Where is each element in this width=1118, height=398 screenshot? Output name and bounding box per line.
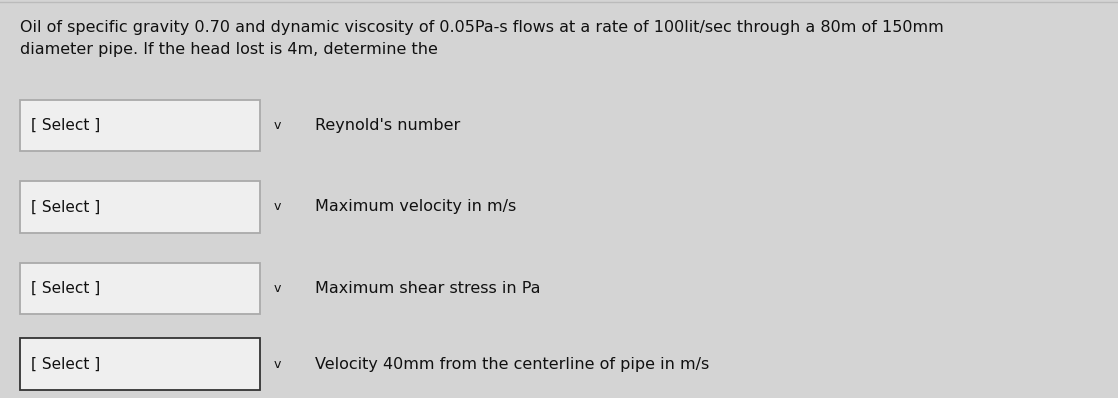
Text: v: v xyxy=(274,119,282,132)
FancyBboxPatch shape xyxy=(20,338,260,390)
FancyBboxPatch shape xyxy=(20,100,260,151)
Text: [ Select ]: [ Select ] xyxy=(31,118,101,133)
FancyBboxPatch shape xyxy=(20,181,260,233)
Text: v: v xyxy=(274,201,282,213)
Text: Oil of specific gravity 0.70 and dynamic viscosity of 0.05Pa-s flows at a rate o: Oil of specific gravity 0.70 and dynamic… xyxy=(20,20,944,57)
Text: [ Select ]: [ Select ] xyxy=(31,281,101,296)
Text: Maximum shear stress in Pa: Maximum shear stress in Pa xyxy=(315,281,541,296)
FancyBboxPatch shape xyxy=(20,263,260,314)
Text: [ Select ]: [ Select ] xyxy=(31,357,101,372)
Text: [ Select ]: [ Select ] xyxy=(31,199,101,215)
Text: v: v xyxy=(274,282,282,295)
Text: v: v xyxy=(274,358,282,371)
Text: Velocity 40mm from the centerline of pipe in m/s: Velocity 40mm from the centerline of pip… xyxy=(315,357,710,372)
Text: Reynold's number: Reynold's number xyxy=(315,118,461,133)
Text: Maximum velocity in m/s: Maximum velocity in m/s xyxy=(315,199,517,215)
